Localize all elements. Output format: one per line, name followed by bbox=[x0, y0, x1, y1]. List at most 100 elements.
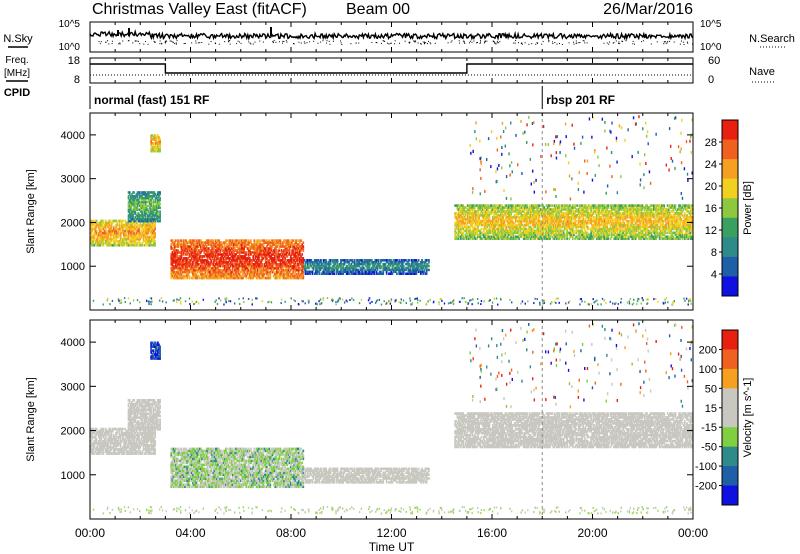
power-cell bbox=[294, 243, 297, 246]
power-cell bbox=[149, 196, 151, 200]
power-cell bbox=[203, 276, 206, 280]
power-cell bbox=[184, 245, 186, 248]
power-cell bbox=[285, 262, 288, 266]
velocity-cell bbox=[179, 467, 182, 471]
power-cell bbox=[129, 214, 132, 217]
power-cell bbox=[221, 253, 224, 256]
velocity-cell bbox=[156, 400, 159, 404]
velocity-cell bbox=[146, 442, 148, 445]
power-cell bbox=[223, 268, 226, 272]
power-cell bbox=[219, 253, 222, 256]
power-cell bbox=[193, 270, 195, 274]
velocity-cell bbox=[131, 442, 134, 445]
power-cell bbox=[146, 241, 148, 245]
power-cell bbox=[246, 261, 249, 264]
power-cell bbox=[109, 235, 112, 239]
power-cell bbox=[142, 219, 145, 223]
power-cell bbox=[192, 266, 194, 270]
power-cell bbox=[116, 221, 119, 225]
power-cell bbox=[94, 229, 97, 233]
power-cell bbox=[302, 259, 305, 262]
power-cell bbox=[296, 262, 299, 266]
velocity-cell bbox=[180, 483, 183, 487]
velocity-cell bbox=[176, 485, 178, 489]
power-cell bbox=[171, 241, 174, 244]
power-cell bbox=[140, 200, 142, 204]
power-cell bbox=[128, 225, 131, 229]
power-cell bbox=[196, 274, 199, 278]
velocity-cell bbox=[133, 410, 136, 414]
velocity-cell bbox=[138, 439, 140, 443]
power-cell bbox=[136, 202, 139, 206]
power-cell bbox=[149, 214, 151, 217]
power-cell bbox=[129, 202, 132, 206]
power-cell bbox=[287, 266, 290, 270]
power-cell bbox=[154, 145, 157, 149]
velocity-cell bbox=[145, 448, 147, 451]
velocity-cell bbox=[114, 439, 116, 443]
power-cell bbox=[104, 233, 107, 237]
velocity-cell bbox=[115, 439, 117, 443]
power-cell bbox=[184, 262, 186, 266]
power-cell bbox=[281, 243, 284, 246]
velocity-echo-region bbox=[150, 341, 161, 360]
power-cell bbox=[128, 243, 131, 247]
power-cell bbox=[156, 202, 159, 206]
velocity-cell bbox=[127, 437, 130, 441]
power-cell bbox=[289, 268, 292, 272]
velocity-cell bbox=[170, 471, 173, 475]
power-cell bbox=[147, 219, 150, 223]
power-cell bbox=[206, 276, 209, 280]
power-cell bbox=[100, 227, 103, 231]
power-cell bbox=[99, 239, 101, 243]
power-cell bbox=[172, 257, 175, 260]
velocity-cell bbox=[185, 455, 187, 459]
power-cell bbox=[201, 272, 203, 276]
power-cell bbox=[149, 206, 151, 210]
power-cell bbox=[102, 243, 105, 247]
power-cell bbox=[218, 276, 220, 280]
velocity-cell bbox=[201, 465, 203, 469]
velocity-cell bbox=[144, 426, 147, 429]
power-cell bbox=[284, 259, 286, 262]
power-cell bbox=[198, 253, 201, 256]
power-cell bbox=[285, 270, 288, 274]
velocity-cell bbox=[181, 451, 184, 455]
power-cell bbox=[210, 274, 212, 278]
velocity-cell bbox=[133, 444, 136, 447]
velocity-cell bbox=[176, 481, 178, 485]
velocity-cell bbox=[176, 461, 178, 465]
power-cell bbox=[201, 259, 203, 262]
velocity-cell bbox=[171, 473, 174, 477]
velocity-cell bbox=[185, 449, 187, 453]
velocity-cell bbox=[93, 429, 96, 433]
velocity-cell bbox=[194, 473, 197, 477]
velocity-cell bbox=[153, 450, 155, 453]
power-cell bbox=[141, 196, 143, 200]
power-cell bbox=[122, 223, 124, 227]
power-cell bbox=[133, 212, 136, 215]
power-cell bbox=[237, 239, 240, 242]
velocity-cell bbox=[104, 442, 107, 445]
power-cell bbox=[207, 261, 210, 264]
power-cell bbox=[157, 149, 159, 153]
power-cell bbox=[178, 268, 181, 272]
power-cell bbox=[171, 251, 174, 254]
power-cell bbox=[154, 212, 157, 215]
power-cell bbox=[276, 270, 278, 274]
power-cell bbox=[131, 235, 134, 239]
velocity-cell bbox=[140, 426, 142, 429]
velocity-cell bbox=[157, 357, 159, 360]
power-cell bbox=[270, 257, 273, 260]
power-cell bbox=[171, 266, 174, 270]
velocity-cell bbox=[182, 473, 185, 477]
power-cell bbox=[152, 191, 155, 194]
power-cell bbox=[114, 239, 116, 243]
velocity-cell bbox=[127, 408, 130, 412]
velocity-cell bbox=[193, 463, 195, 467]
power-cell bbox=[134, 196, 137, 200]
power-cell bbox=[110, 239, 113, 243]
velocity-cell bbox=[127, 416, 130, 419]
power-cell bbox=[230, 276, 233, 280]
power-cell bbox=[262, 249, 265, 252]
